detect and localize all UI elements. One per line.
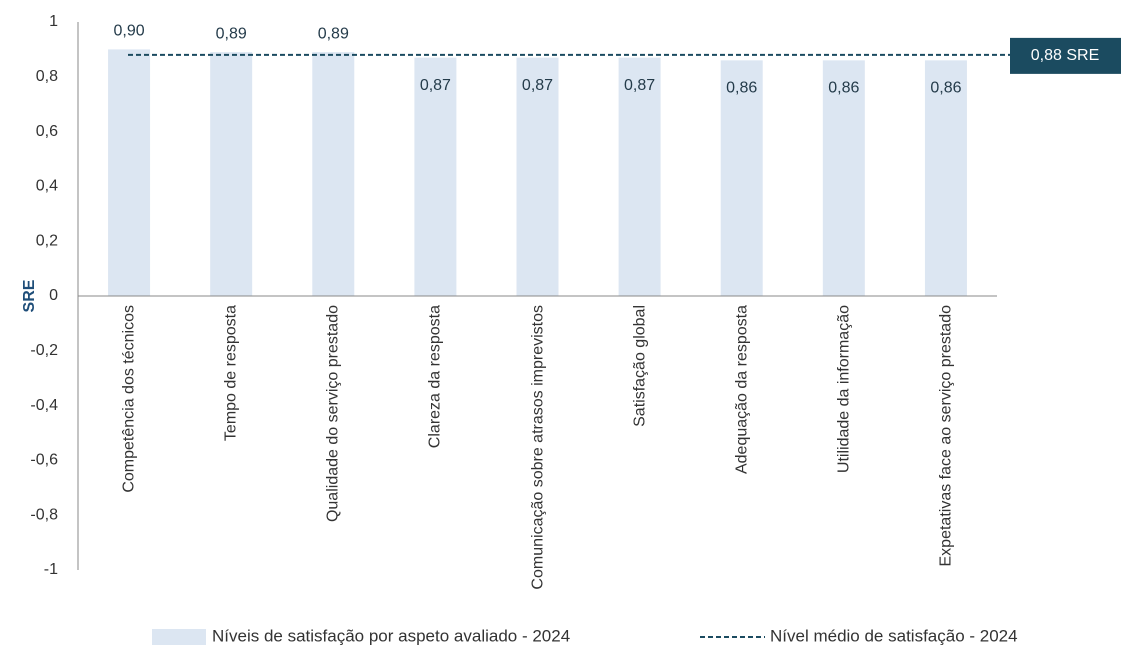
y-tick-label: 0,8 xyxy=(36,68,58,85)
data-label: 0,87 xyxy=(624,77,655,94)
bar xyxy=(924,60,967,296)
y-tick-label: 0,4 xyxy=(36,178,58,195)
bar xyxy=(516,57,559,297)
data-label: 0,86 xyxy=(726,80,757,97)
bar xyxy=(312,52,355,296)
y-tick-label: 0,2 xyxy=(36,232,58,249)
x-tick-label: Qualidade do serviço prestado xyxy=(324,305,342,523)
legend-label: Nível médio de satisfação - 2024 xyxy=(770,626,1018,645)
x-tick-label: Expetativas face ao serviço prestado xyxy=(937,305,955,567)
y-tick-label: -0,4 xyxy=(30,397,58,414)
bar xyxy=(108,49,151,297)
bar xyxy=(210,52,253,296)
data-label: 0,89 xyxy=(318,25,349,42)
y-tick-label: 0,6 xyxy=(36,123,58,140)
x-tick-label: Competência dos técnicos xyxy=(120,305,138,493)
data-label: 0,89 xyxy=(216,25,247,42)
y-tick-label: -0,8 xyxy=(30,506,58,523)
x-tick-label: Utilidade da informação xyxy=(835,305,853,474)
bar xyxy=(720,60,763,296)
average-label-box xyxy=(1010,37,1121,74)
data-label: 0,87 xyxy=(522,77,553,94)
data-label: 0,87 xyxy=(420,77,451,94)
y-tick-label: -0,6 xyxy=(30,452,58,469)
y-tick-label: -0,2 xyxy=(30,342,58,359)
x-tick-label: Clareza da resposta xyxy=(426,305,444,449)
legend-label: Níveis de satisfação por aspeto avaliado… xyxy=(212,626,570,645)
bar xyxy=(822,60,865,296)
data-label: 0,86 xyxy=(828,80,859,97)
x-tick-label: Tempo de resposta xyxy=(222,305,240,442)
legend-swatch xyxy=(152,629,206,645)
bar xyxy=(618,57,661,297)
y-tick-label: 1 xyxy=(49,13,58,30)
x-tick-label: Satisfação global xyxy=(631,305,649,427)
data-label: 0,86 xyxy=(930,80,961,97)
x-tick-label: Adequação da resposta xyxy=(733,305,751,475)
average-label: 0,88 SRE xyxy=(1031,47,1099,64)
y-tick-label: -1 xyxy=(44,561,58,578)
x-tick-label: Comunicação sobre atrasos imprevistos xyxy=(529,305,546,590)
y-tick-label: 0 xyxy=(49,287,58,304)
bar xyxy=(414,57,457,297)
data-label: 0,90 xyxy=(113,23,144,40)
y-axis-title: SRE xyxy=(21,279,38,312)
